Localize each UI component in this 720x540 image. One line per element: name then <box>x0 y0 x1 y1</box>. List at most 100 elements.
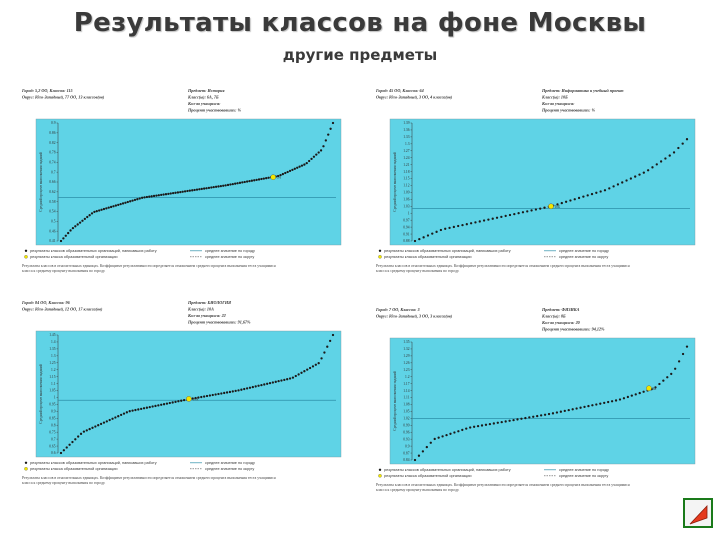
y-tick-label: 1.11 <box>403 396 409 400</box>
y-tick-label: 0.91 <box>403 232 409 236</box>
data-point <box>453 431 456 434</box>
data-point <box>145 195 149 199</box>
data-point <box>248 386 252 389</box>
data-point <box>188 189 191 192</box>
data-point <box>528 416 531 419</box>
data-point <box>81 219 84 222</box>
chart-note: Результаты классов в относительных едини… <box>376 264 630 273</box>
data-point <box>260 383 263 387</box>
data-point <box>281 172 285 176</box>
data-point <box>137 408 140 411</box>
data-point <box>124 201 127 204</box>
data-point <box>174 400 177 403</box>
meta-right-3: Кол-во учащихся: <box>541 101 575 106</box>
chart-svg: Город: 7 ОО, Классов: 3 Округ: Юго-Западн… <box>375 307 696 492</box>
meta-right-1: Предмет: Информатика и учебный проект <box>541 88 624 93</box>
data-point <box>231 182 234 186</box>
data-point <box>293 167 296 170</box>
y-axis-label: Средний процент выполнения заданий <box>393 371 397 430</box>
data-point <box>662 379 665 382</box>
y-tick-label: 0.94 <box>403 225 409 229</box>
data-point <box>214 185 218 188</box>
data-point <box>658 382 661 386</box>
next-slide-button[interactable] <box>683 498 713 528</box>
data-point <box>255 178 258 182</box>
data-point <box>320 357 323 360</box>
data-point <box>223 391 226 395</box>
data-point <box>78 221 82 224</box>
data-point <box>586 194 589 197</box>
legend-item-4: среднее значение по округу <box>205 467 254 471</box>
data-point <box>536 414 539 418</box>
data-point <box>630 394 633 397</box>
data-point <box>105 207 108 210</box>
y-tick-label: 1.17 <box>403 382 409 386</box>
data-point <box>182 398 186 402</box>
data-point <box>157 404 160 407</box>
y-tick-label: 1.33 <box>403 135 409 139</box>
data-point <box>448 226 451 230</box>
data-point <box>145 406 149 409</box>
data-point <box>607 400 610 404</box>
data-point <box>303 163 306 166</box>
data-point <box>465 223 468 226</box>
data-point <box>243 387 246 391</box>
y-tick-label: 1.3 <box>405 142 410 146</box>
y-tick-label: 0.97 <box>403 218 409 222</box>
y-tick-label: 1.27 <box>403 149 409 153</box>
y-tick-label: 0.96 <box>403 430 409 434</box>
data-point <box>167 192 170 195</box>
meta-left-2: Округ: Юго-Западный, 3 ОО, 4 класса(ов) <box>376 95 453 100</box>
data-point <box>457 224 460 228</box>
data-point <box>614 399 618 402</box>
data-point <box>219 184 223 188</box>
data-point <box>248 179 251 183</box>
y-tick-label: 1.09 <box>403 191 409 195</box>
data-point <box>331 333 335 337</box>
data-point <box>512 418 515 422</box>
y-tick-label: 1 <box>54 396 56 400</box>
data-point <box>666 376 669 379</box>
data-point <box>625 179 628 182</box>
data-point <box>62 449 66 452</box>
data-point <box>556 203 559 206</box>
data-point <box>229 183 232 186</box>
data-point <box>160 193 163 197</box>
highlight-label: 6А <box>277 176 282 180</box>
data-point <box>482 219 486 222</box>
data-point <box>197 396 200 399</box>
meta-left-1: Город: 45 ОО, Классов: 64 <box>375 88 424 93</box>
data-point <box>119 413 123 417</box>
highlight-point <box>548 203 554 210</box>
data-point <box>165 402 169 405</box>
y-tick-label: 1.02 <box>403 417 409 421</box>
data-point <box>217 185 220 188</box>
data-point <box>492 422 495 425</box>
data-point <box>112 205 115 208</box>
data-point <box>71 227 75 230</box>
data-point <box>257 384 260 387</box>
data-point <box>97 424 100 427</box>
chart-svg: Город: 45 ОО, Классов: 64 Округ: Юго-Запа… <box>375 88 696 273</box>
data-point <box>563 409 566 413</box>
data-point <box>276 174 280 178</box>
data-point <box>677 146 680 150</box>
data-point <box>516 418 519 421</box>
data-point <box>413 458 417 462</box>
data-point <box>314 363 317 366</box>
data-point <box>102 421 106 424</box>
data-point <box>634 175 637 178</box>
y-tick-label: 1.35 <box>49 347 55 351</box>
data-point <box>126 200 129 204</box>
data-point <box>327 133 330 136</box>
data-point <box>685 345 689 348</box>
data-point <box>646 169 650 172</box>
legend-item-3: среднее значение по городу <box>559 468 609 472</box>
y-tick-label: 1.15 <box>49 375 55 379</box>
y-tick-label: 1.08 <box>403 403 409 407</box>
legend-item-2: результаты класса образовательной органи… <box>30 467 117 471</box>
data-point <box>685 138 689 141</box>
highlight-label: 8Б <box>652 387 656 391</box>
data-point <box>677 360 681 363</box>
y-tick-label: 1.26 <box>403 361 409 365</box>
